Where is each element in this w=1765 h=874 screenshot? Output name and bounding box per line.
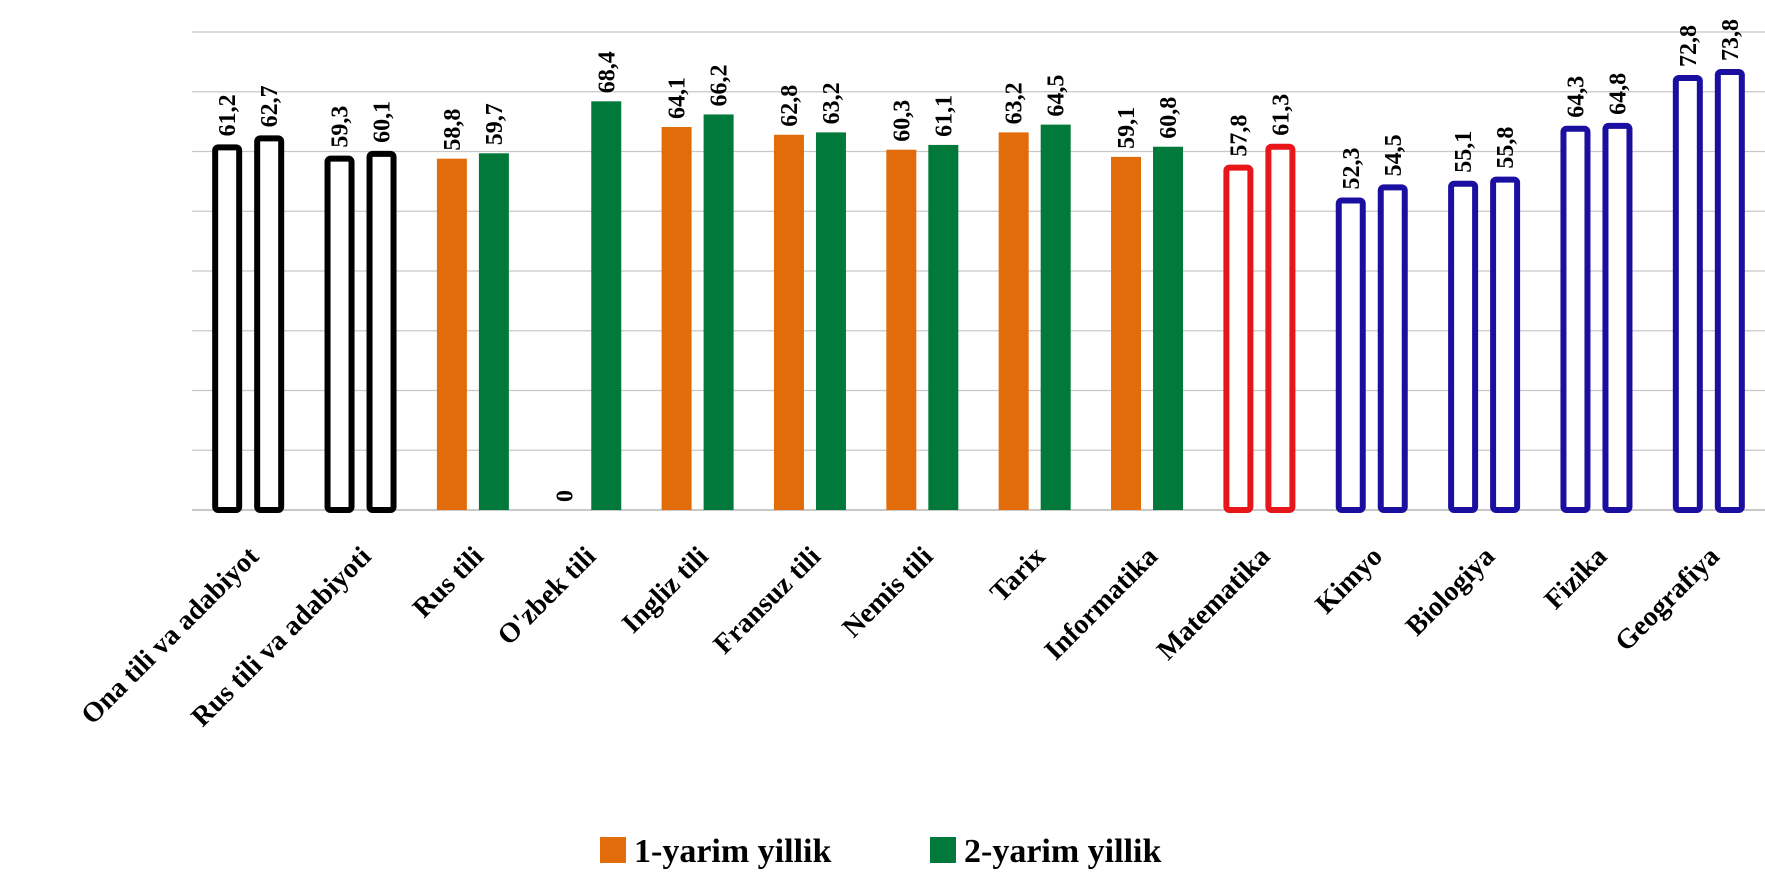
bar-1-9 <box>1226 168 1250 510</box>
bar-1-0 <box>215 147 239 510</box>
category-labels: Ona tili va adabiyotRus tili va adabiyot… <box>75 541 1725 733</box>
bar-1-11 <box>1451 184 1475 510</box>
value-label-2-12: 64,8 <box>1605 73 1631 115</box>
value-label-2-0: 62,7 <box>257 85 283 127</box>
legend-swatch-2-yarim <box>930 837 956 863</box>
bar-2-6 <box>928 145 958 510</box>
bar-1-13 <box>1676 78 1700 510</box>
bar-2-10 <box>1381 187 1405 510</box>
bar-2-9 <box>1268 147 1292 510</box>
value-label-2-7: 64,5 <box>1044 75 1070 117</box>
bar-1-4 <box>662 127 692 510</box>
value-label-2-10: 54,5 <box>1381 134 1407 176</box>
value-label-2-13: 73,8 <box>1718 19 1744 61</box>
bar-2-1 <box>370 154 394 510</box>
category-label: Rus tili <box>407 541 490 624</box>
value-label-1-5: 62,8 <box>777 85 803 127</box>
gridlines <box>192 32 1765 510</box>
value-label-1-13: 72,8 <box>1676 25 1702 67</box>
value-label-2-3: 68,4 <box>594 51 620 93</box>
bar-1-8 <box>1111 157 1141 510</box>
value-label-1-4: 64,1 <box>665 77 691 119</box>
category-label: Ingliz tili <box>616 541 715 640</box>
value-label-1-1: 59,3 <box>328 106 354 148</box>
legend: 1-yarim yillik 2-yarim yillik <box>600 833 1161 870</box>
bar-2-5 <box>816 132 846 510</box>
bar-2-0 <box>257 138 281 510</box>
value-label-1-6: 60,3 <box>889 100 915 142</box>
value-label-2-11: 55,8 <box>1493 127 1519 169</box>
value-label-1-12: 64,3 <box>1563 76 1589 118</box>
bar-1-7 <box>999 132 1029 510</box>
value-label-2-2: 59,7 <box>482 103 508 145</box>
category-label: Informatika <box>1039 541 1164 666</box>
bar-2-8 <box>1153 147 1183 510</box>
bar-2-13 <box>1718 72 1742 510</box>
category-label: Fransuz tili <box>708 541 827 660</box>
bar-1-12 <box>1563 129 1587 510</box>
bar-2-3 <box>591 101 621 510</box>
value-label-2-8: 60,8 <box>1156 97 1182 139</box>
bar-2-2 <box>479 153 509 510</box>
category-label: Kimyo <box>1310 541 1389 620</box>
legend-label-2-yarim: 2-yarim yillik <box>964 833 1161 870</box>
category-label: O'zbek tili <box>492 541 603 652</box>
bar-1-5 <box>774 135 804 510</box>
value-label-2-9: 61,3 <box>1268 94 1294 136</box>
value-label-1-9: 57,8 <box>1226 115 1252 157</box>
category-label: Matematika <box>1151 541 1276 666</box>
bar-1-2 <box>437 159 467 510</box>
bar-1-1 <box>328 159 352 510</box>
bar-2-4 <box>704 114 734 510</box>
bar-1-10 <box>1339 201 1363 510</box>
bar-1-6 <box>886 150 916 510</box>
value-label-1-8: 59,1 <box>1114 107 1140 149</box>
legend-swatch-1-yarim <box>600 837 626 863</box>
bar-2-11 <box>1493 180 1517 510</box>
value-label-1-2: 58,8 <box>440 109 466 151</box>
category-label: Tarix <box>984 541 1051 608</box>
value-label-1-3: 0 <box>552 490 578 502</box>
value-label-2-5: 63,2 <box>819 82 845 124</box>
bar-2-7 <box>1041 125 1071 510</box>
bar-2-12 <box>1605 126 1629 510</box>
legend-label-1-yarim: 1-yarim yillik <box>634 833 831 870</box>
value-label-2-4: 66,2 <box>707 64 733 106</box>
value-label-2-6: 61,1 <box>931 95 957 137</box>
value-label-1-0: 61,2 <box>215 94 241 136</box>
category-label: Fizika <box>1539 541 1614 616</box>
value-label-1-7: 63,2 <box>1002 82 1028 124</box>
category-label: Geografiya <box>1609 541 1725 657</box>
value-label-1-10: 52,3 <box>1339 148 1365 190</box>
value-label-1-11: 55,1 <box>1451 131 1477 173</box>
category-label: Biologiya <box>1400 541 1501 642</box>
category-label: Nemis tili <box>837 541 940 644</box>
value-label-2-1: 60,1 <box>370 101 396 143</box>
